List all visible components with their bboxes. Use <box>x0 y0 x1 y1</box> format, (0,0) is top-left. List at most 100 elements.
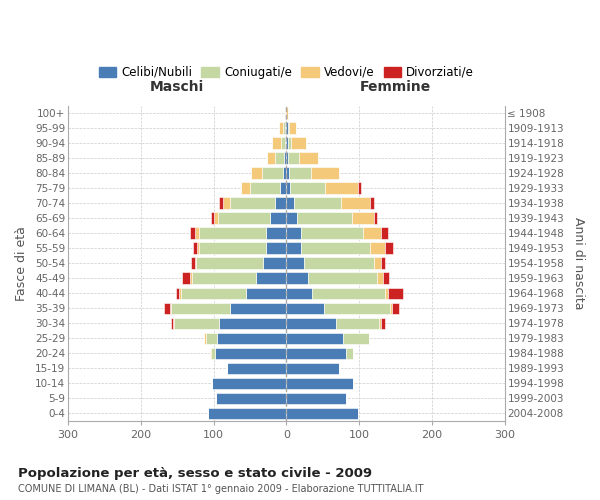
Legend: Celibi/Nubili, Coniugati/e, Vedovi/e, Divorziati/e: Celibi/Nubili, Coniugati/e, Vedovi/e, Di… <box>94 61 479 84</box>
Bar <box>286 272 308 284</box>
Text: COMUNE DI LIMANA (BL) - Dati ISTAT 1° gennaio 2009 - Elaborazione TUTTITALIA.IT: COMUNE DI LIMANA (BL) - Dati ISTAT 1° ge… <box>18 484 424 494</box>
Bar <box>311 168 339 179</box>
Bar <box>190 272 191 284</box>
Bar <box>270 212 286 224</box>
Bar <box>281 138 285 149</box>
Bar <box>304 258 374 269</box>
Bar <box>324 302 389 314</box>
Bar <box>297 212 352 224</box>
Bar <box>286 362 339 374</box>
Bar <box>210 348 211 360</box>
Bar <box>173 318 174 329</box>
Bar <box>358 182 361 194</box>
Bar <box>383 272 389 284</box>
Bar <box>352 212 374 224</box>
Bar <box>299 152 317 164</box>
Bar <box>286 198 293 209</box>
Bar <box>172 318 173 329</box>
Bar <box>288 122 289 134</box>
Bar <box>196 258 263 269</box>
Bar <box>286 108 288 119</box>
Bar <box>174 318 220 329</box>
Bar <box>170 302 172 314</box>
Bar <box>223 198 230 209</box>
Bar <box>262 168 283 179</box>
Bar <box>341 198 370 209</box>
Bar <box>346 348 353 360</box>
Bar <box>289 152 299 164</box>
Bar <box>370 198 374 209</box>
Bar <box>374 258 381 269</box>
Bar <box>289 168 311 179</box>
Bar <box>272 138 281 149</box>
Text: Popolazione per età, sesso e stato civile - 2009: Popolazione per età, sesso e stato civil… <box>18 468 372 480</box>
Bar <box>212 378 286 390</box>
Bar <box>283 122 285 134</box>
Bar <box>279 122 283 134</box>
Bar <box>266 152 275 164</box>
Bar <box>191 258 194 269</box>
Bar <box>377 272 383 284</box>
Bar <box>216 392 286 404</box>
Bar <box>211 348 215 360</box>
Bar <box>230 302 286 314</box>
Bar <box>275 152 284 164</box>
Bar <box>227 362 286 374</box>
Bar <box>204 332 206 344</box>
Bar <box>392 302 399 314</box>
Bar <box>284 152 286 164</box>
Bar <box>182 272 190 284</box>
Bar <box>381 228 388 239</box>
Bar <box>363 228 381 239</box>
Bar <box>293 198 341 209</box>
Bar <box>246 288 286 299</box>
Bar <box>286 182 290 194</box>
Bar <box>266 228 286 239</box>
Bar <box>292 138 306 149</box>
Bar <box>220 318 286 329</box>
Bar <box>215 348 286 360</box>
Bar <box>286 392 346 404</box>
Bar <box>286 242 301 254</box>
Bar <box>286 378 353 390</box>
Bar <box>286 332 343 344</box>
Bar <box>256 272 286 284</box>
Bar <box>381 258 385 269</box>
Bar <box>194 258 196 269</box>
Bar <box>388 288 403 299</box>
Bar <box>263 258 286 269</box>
Bar <box>286 152 289 164</box>
Bar <box>285 138 286 149</box>
Bar <box>218 212 270 224</box>
Bar <box>179 288 181 299</box>
Bar <box>176 288 179 299</box>
Bar <box>285 108 286 119</box>
Text: Femmine: Femmine <box>360 80 431 94</box>
Bar <box>379 318 381 329</box>
Y-axis label: Anni di nascita: Anni di nascita <box>572 217 585 310</box>
Bar <box>286 122 288 134</box>
Bar <box>164 302 170 314</box>
Bar <box>190 228 196 239</box>
Bar <box>285 122 286 134</box>
Bar <box>290 182 325 194</box>
Bar <box>286 318 336 329</box>
Bar <box>286 228 301 239</box>
Y-axis label: Fasce di età: Fasce di età <box>15 226 28 301</box>
Bar <box>301 228 363 239</box>
Text: Maschi: Maschi <box>150 80 204 94</box>
Bar <box>286 348 346 360</box>
Bar <box>172 302 230 314</box>
Bar <box>251 168 262 179</box>
Bar <box>389 302 392 314</box>
Bar <box>191 272 256 284</box>
Bar <box>211 212 214 224</box>
Bar <box>374 212 377 224</box>
Bar <box>385 242 393 254</box>
Bar <box>275 198 286 209</box>
Bar <box>197 242 199 254</box>
Bar <box>214 212 218 224</box>
Bar <box>286 168 289 179</box>
Bar <box>308 272 377 284</box>
Bar <box>289 122 296 134</box>
